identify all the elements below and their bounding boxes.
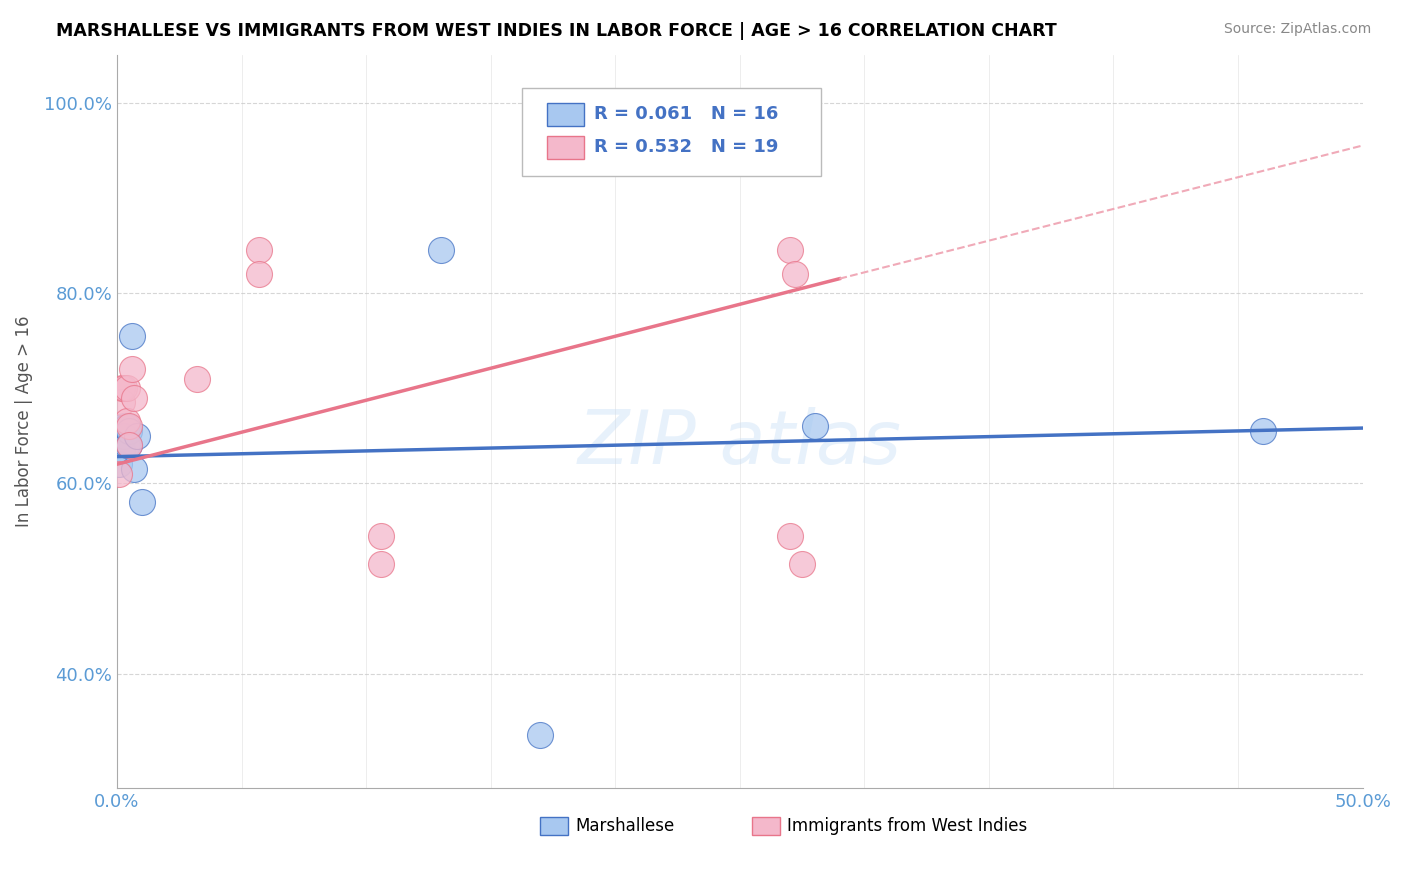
FancyBboxPatch shape (547, 103, 583, 126)
Point (111, 395, 134, 409)
Text: Source: ZipAtlas.com: Source: ZipAtlas.com (1223, 22, 1371, 37)
Point (186, 371, 208, 385)
Point (114, 381, 136, 395)
Point (790, 557, 813, 571)
Point (1251, 424, 1274, 438)
Point (115, 381, 138, 395)
FancyBboxPatch shape (540, 817, 568, 835)
Text: ZIP atlas: ZIP atlas (578, 408, 901, 479)
Point (779, 243, 801, 257)
Point (115, 414, 138, 428)
Point (118, 438, 141, 452)
Point (111, 442, 134, 457)
Point (115, 438, 138, 452)
Point (803, 419, 825, 434)
Point (124, 391, 146, 405)
Point (430, 243, 453, 257)
FancyBboxPatch shape (522, 88, 821, 176)
Point (115, 419, 138, 434)
Point (247, 243, 270, 257)
Point (370, 528, 392, 542)
Point (783, 267, 806, 281)
Text: R = 0.532   N = 19: R = 0.532 N = 19 (593, 138, 779, 156)
Point (370, 557, 392, 571)
Point (125, 428, 148, 442)
Point (108, 457, 131, 471)
Point (114, 428, 136, 442)
Text: Marshallese: Marshallese (575, 817, 675, 835)
Point (247, 267, 270, 281)
Point (779, 528, 801, 542)
FancyBboxPatch shape (547, 136, 583, 159)
Point (529, 728, 551, 742)
Point (124, 462, 146, 476)
Point (121, 362, 143, 376)
Text: Immigrants from West Indies: Immigrants from West Indies (787, 817, 1028, 835)
Point (121, 328, 143, 343)
Y-axis label: In Labor Force | Age > 16: In Labor Force | Age > 16 (15, 316, 32, 527)
Point (131, 495, 153, 509)
Point (118, 438, 141, 452)
Text: MARSHALLESE VS IMMIGRANTS FROM WEST INDIES IN LABOR FORCE | AGE > 16 CORRELATION: MARSHALLESE VS IMMIGRANTS FROM WEST INDI… (56, 22, 1057, 40)
Point (108, 467, 131, 481)
Point (118, 419, 141, 434)
Point (111, 381, 134, 395)
Point (114, 419, 136, 434)
Text: R = 0.061   N = 16: R = 0.061 N = 16 (593, 105, 779, 123)
Point (118, 424, 141, 438)
FancyBboxPatch shape (752, 817, 779, 835)
